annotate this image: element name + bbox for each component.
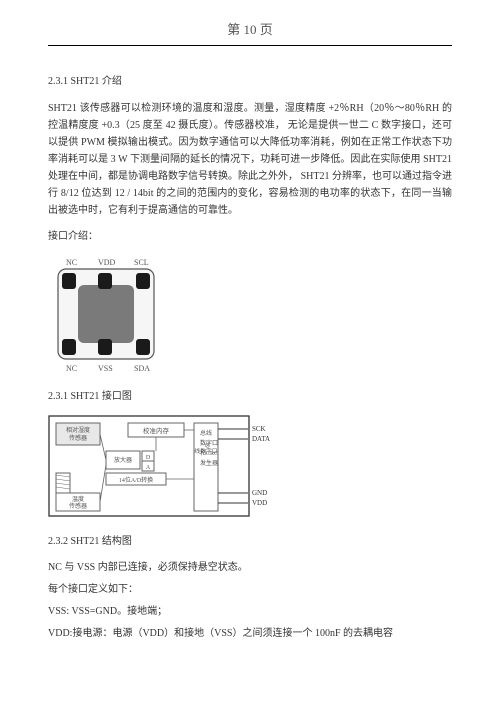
- block-label: 相对湿度: [66, 426, 90, 434]
- intro-paragraph: SHT21 该传感器可以检测环境的温度和湿度。测量，湿度精度 +2％RH（20％…: [48, 100, 452, 219]
- pad: [98, 339, 112, 355]
- pin-label: NC: [66, 258, 77, 267]
- pin-out: VDD: [252, 499, 267, 507]
- pad: [136, 273, 150, 289]
- section-heading-pinout: 2.3.1 SHT21 接口图: [48, 389, 452, 405]
- block-label: 传感器: [69, 502, 87, 510]
- pin-label: NC: [66, 364, 77, 373]
- block-label: 和CRC: [200, 449, 218, 457]
- pad: [62, 339, 76, 355]
- pin-out: SCK: [252, 425, 266, 433]
- interface-label: 接口介绍：: [48, 229, 452, 245]
- chip-die: [78, 285, 134, 343]
- def-each: 每个接口定义如下：: [48, 582, 452, 598]
- block-label: 温度: [72, 495, 84, 503]
- block-label: 总线: [200, 429, 212, 437]
- block-label: 放大器: [114, 456, 132, 464]
- pin-label: SCL: [134, 258, 149, 267]
- svg-text:A: A: [146, 465, 151, 471]
- pad: [62, 273, 76, 289]
- section-heading-intro: 2.3.1 SHT21 介绍: [48, 74, 452, 90]
- pinout-figure: NC VDD SCL NC VSS SDA: [48, 255, 452, 375]
- pin-out: DATA: [252, 435, 270, 443]
- section-heading-structure: 2.3.2 SHT21 结构图: [48, 534, 452, 550]
- block-label: 发生器: [200, 459, 218, 467]
- page-header: 第 10 页: [48, 20, 452, 46]
- pad: [136, 339, 150, 355]
- block-label: 14位A/D转换: [119, 476, 153, 484]
- pin-label: VSS: [98, 364, 113, 373]
- pin-label: VDD: [98, 258, 116, 267]
- pad: [98, 273, 112, 289]
- svg-text:D: D: [146, 455, 151, 461]
- block-label: 传感器: [69, 434, 87, 442]
- pin-label: SDA: [134, 364, 150, 373]
- pin-out: GND: [252, 489, 267, 497]
- def-vdd: VDD:接电源：电源（VDD）和接地（VSS）之间须连接一个 100nF 的去耦…: [48, 626, 452, 642]
- pinout-svg: NC VDD SCL NC VSS SDA: [48, 255, 178, 375]
- block-label: 校准内存: [143, 426, 170, 435]
- block-diagram-figure: 相对湿度 传感器 温度 传感器 放大器 D A 14位A/D转换 校准内存 总 …: [48, 415, 452, 520]
- block-label: 数字口: [200, 439, 218, 447]
- block-diagram-svg: 相对湿度 传感器 温度 传感器 放大器 D A 14位A/D转换 校准内存 总 …: [48, 415, 288, 520]
- def-vss: VSS: VSS=GND。接地端；: [48, 604, 452, 620]
- def-nc-vss: NC 与 VSS 内部已连接，必须保持悬空状态。: [48, 560, 452, 576]
- page-number: 第 10 页: [227, 22, 273, 37]
